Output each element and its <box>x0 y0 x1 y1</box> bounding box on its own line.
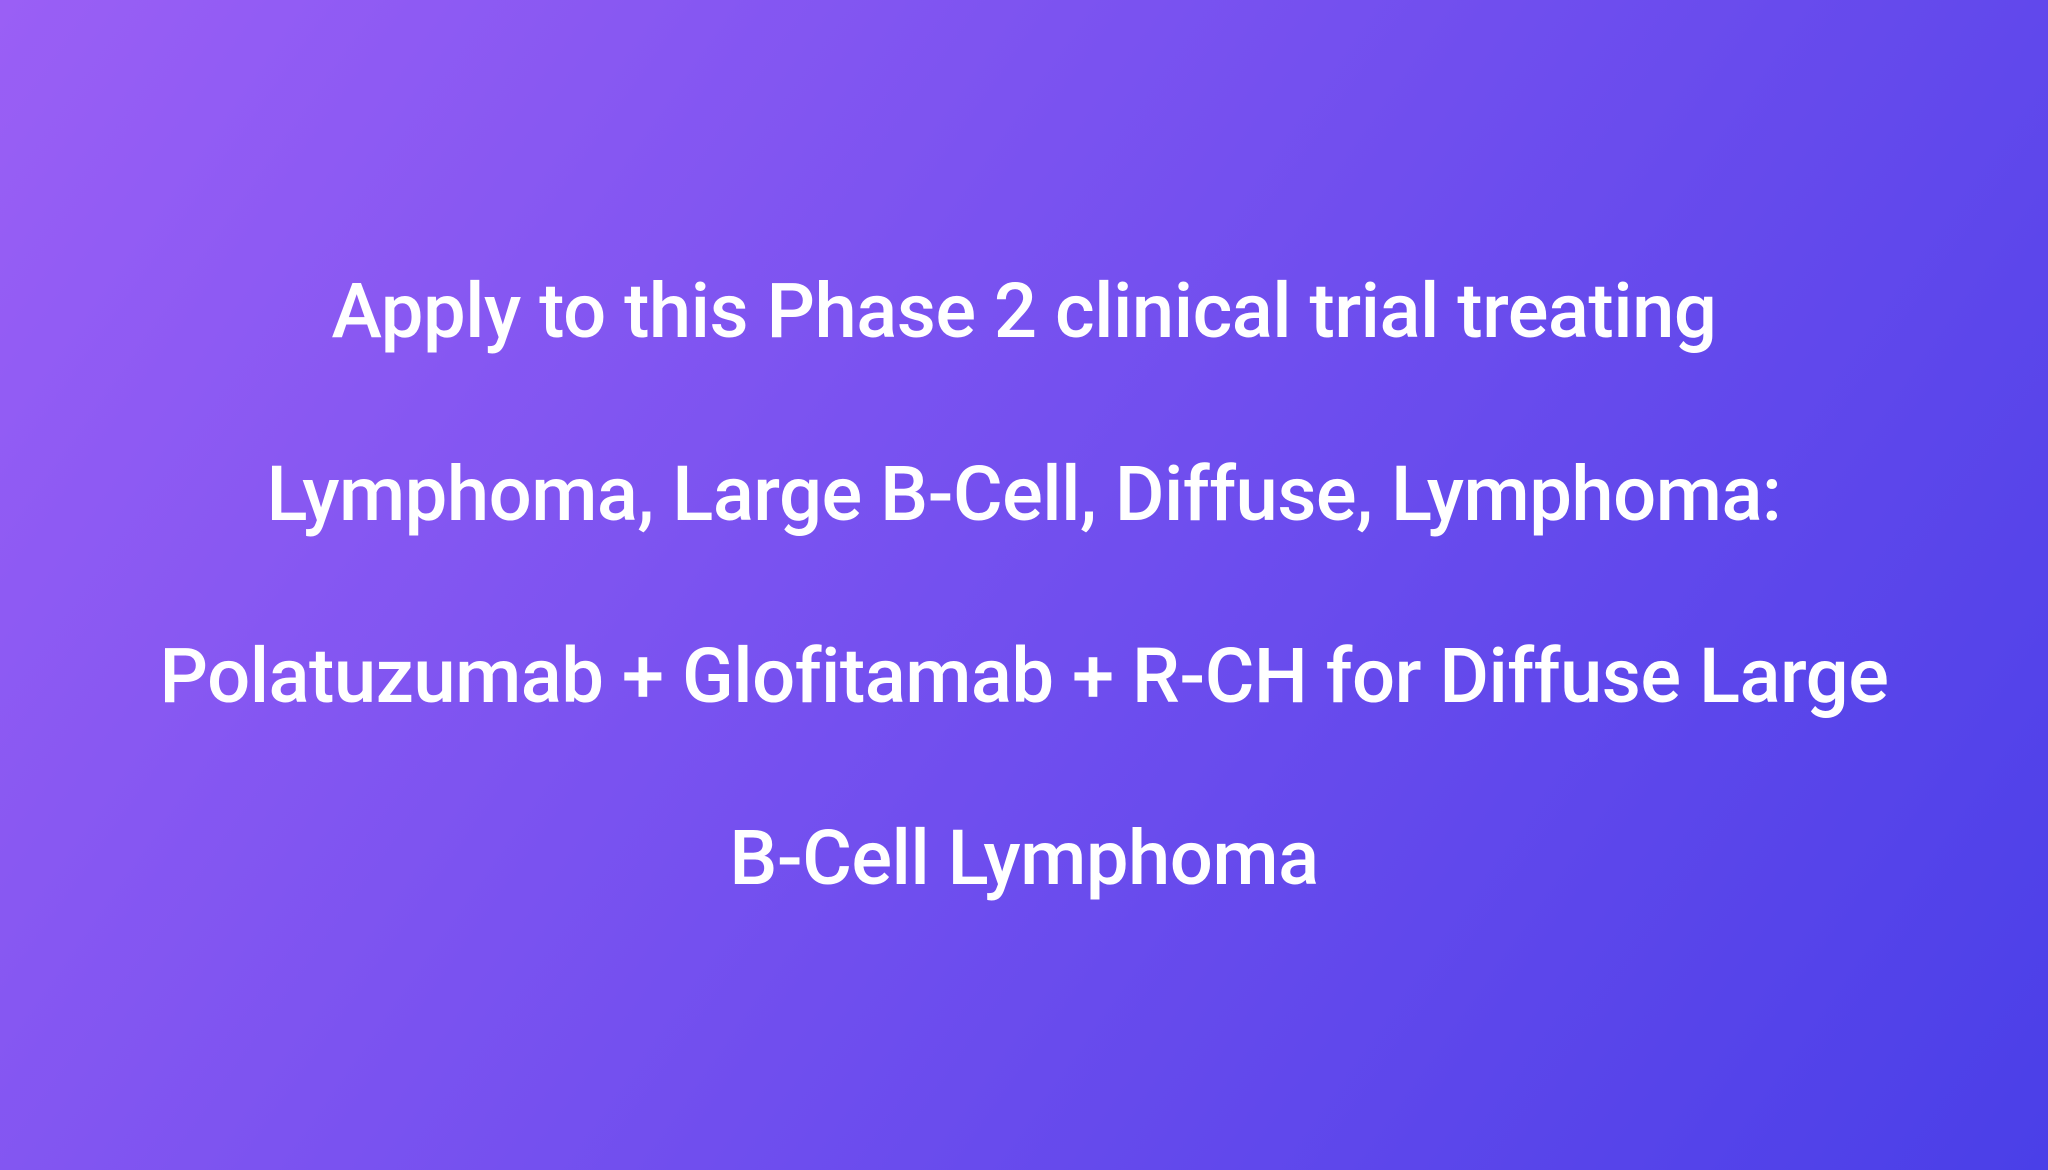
banner-container: Apply to this Phase 2 clinical trial tre… <box>0 0 2048 1170</box>
banner-text: Apply to this Phase 2 clinical trial tre… <box>150 220 1898 950</box>
